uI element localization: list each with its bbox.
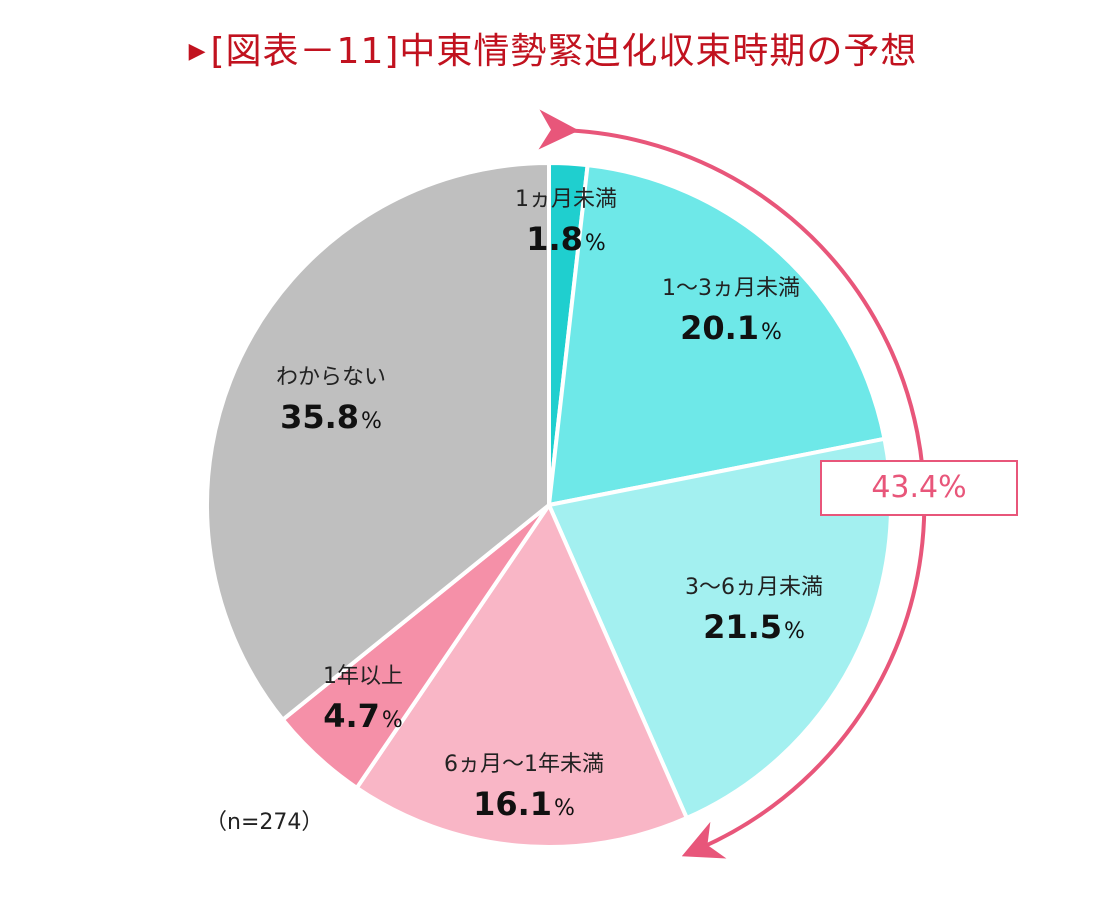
slice-value-unit: % xyxy=(585,231,606,256)
slice-value-number: 20.1 xyxy=(680,309,759,347)
slice-value-number: 4.7 xyxy=(323,697,380,735)
slice-value-label: 4.7% xyxy=(323,697,403,735)
slice-value-unit: % xyxy=(554,796,575,821)
sample-size-label: （n=274） xyxy=(205,810,324,835)
slice-value-label: 35.8% xyxy=(280,398,382,436)
slice-value-number: 1.8 xyxy=(526,220,583,258)
slice-category-label: 1ヵ月未満 xyxy=(515,187,617,212)
slice-value-unit: % xyxy=(761,320,782,345)
pie-slice-6 xyxy=(205,161,551,722)
chart-title-text: [図表－11]中東情勢緊迫化収束時期の予想 xyxy=(210,31,918,72)
slice-category-label: 3～6ヵ月未満 xyxy=(685,575,823,600)
slice-value-unit: % xyxy=(382,708,403,733)
pie-slices xyxy=(205,161,893,849)
chart-title: ▶ [図表－11]中東情勢緊迫化収束時期の予想 xyxy=(0,22,1106,74)
slice-category-label: 1～3ヵ月未満 xyxy=(662,276,800,301)
slice-value-unit: % xyxy=(784,619,805,644)
title-marker-icon: ▶ xyxy=(188,39,207,64)
slice-value-number: 35.8 xyxy=(280,398,359,436)
slice-value-number: 21.5 xyxy=(703,608,782,646)
slice-value-unit: % xyxy=(361,409,382,434)
range-arrow xyxy=(538,109,927,859)
slice-category-label: 6ヵ月～1年未満 xyxy=(444,752,604,777)
highlight-total-box: 43.4% xyxy=(820,460,1018,516)
slice-value-number: 16.1 xyxy=(473,785,552,823)
slice-category-label: わからない xyxy=(276,365,386,390)
slice-category-label: 1年以上 xyxy=(323,664,403,689)
